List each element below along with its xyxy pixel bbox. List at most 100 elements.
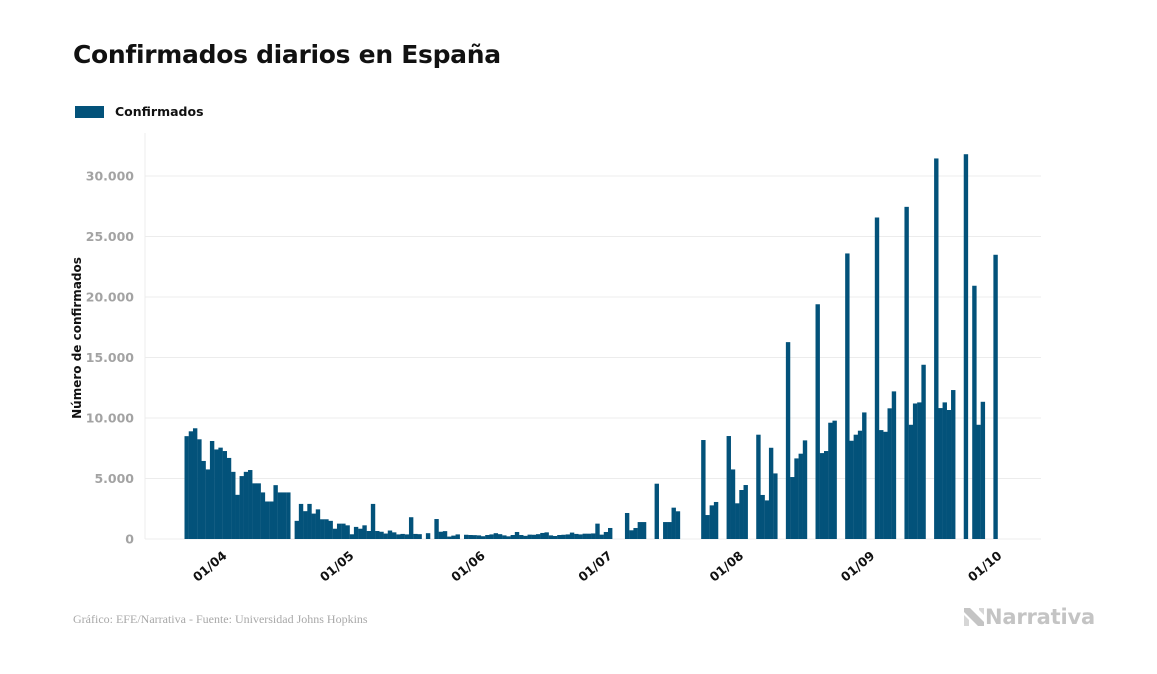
bar <box>273 485 278 539</box>
x-tick-label: 01/10 <box>965 548 1005 585</box>
bar <box>938 408 943 539</box>
bar <box>785 342 791 539</box>
bar <box>497 534 503 539</box>
bar <box>942 402 947 539</box>
bar <box>239 476 244 539</box>
y-axis-label: Número de confirmados <box>70 257 84 419</box>
bar <box>489 534 494 539</box>
bar <box>946 410 952 539</box>
bar <box>332 528 338 539</box>
bar <box>540 532 545 539</box>
bar <box>595 523 600 539</box>
bar <box>561 534 566 539</box>
bar <box>197 439 202 539</box>
bar <box>379 531 384 539</box>
bar <box>701 440 706 539</box>
bar <box>726 436 731 539</box>
bar <box>832 420 837 539</box>
bar <box>544 532 549 539</box>
bar <box>608 527 613 539</box>
bar <box>557 535 562 539</box>
bar <box>307 503 312 539</box>
bar <box>281 492 287 539</box>
x-tick-label: 01/05 <box>317 548 357 585</box>
x-tick-label: 01/09 <box>838 548 878 585</box>
y-tick-label: 20.000 <box>86 290 135 305</box>
bar <box>192 428 198 539</box>
x-tick-label: 01/08 <box>706 548 746 585</box>
bar <box>277 492 283 539</box>
bar <box>671 507 676 539</box>
bar <box>675 511 681 539</box>
bar <box>209 440 215 539</box>
bar <box>921 364 926 539</box>
bar <box>480 536 486 539</box>
bar <box>823 451 829 539</box>
bar <box>599 534 604 539</box>
bar <box>231 471 236 539</box>
bar <box>980 401 986 539</box>
bar <box>743 485 748 539</box>
y-tick-label: 5.000 <box>94 471 134 486</box>
bar <box>527 534 532 539</box>
bar <box>624 512 630 539</box>
bar <box>400 533 405 539</box>
bar <box>425 533 431 539</box>
bar <box>358 528 363 539</box>
bar <box>218 447 223 539</box>
bar <box>819 453 825 539</box>
bars <box>184 154 998 539</box>
x-tick-label: 01/07 <box>575 548 615 585</box>
bar <box>849 440 854 539</box>
legend-swatch <box>75 105 104 118</box>
x-axis: 01/04 01/05 01/06 01/07 01/08 01/09 01/10 <box>190 548 1005 585</box>
bar <box>633 527 638 539</box>
bar <box>472 535 477 539</box>
bar <box>883 431 888 539</box>
bar <box>963 154 969 539</box>
bar <box>713 501 719 539</box>
bar <box>294 520 299 539</box>
bar <box>315 509 321 539</box>
bar <box>375 531 380 539</box>
bar <box>366 531 371 539</box>
bar <box>468 535 473 539</box>
bar <box>735 503 740 539</box>
bar <box>345 525 350 539</box>
bar <box>303 511 308 539</box>
bar <box>552 535 558 539</box>
bar <box>730 469 736 539</box>
bar <box>764 500 770 539</box>
y-axis: 0 5.000 10.000 15.000 20.000 25.000 30.000 <box>86 169 135 547</box>
bar <box>934 158 939 539</box>
source-credit: Gráfico: EFE/Narrativa - Fuente: Univers… <box>73 612 368 626</box>
bar <box>815 304 820 539</box>
bar <box>993 254 998 539</box>
bar <box>667 522 672 539</box>
bar <box>298 503 304 539</box>
bar <box>523 535 528 539</box>
x-tick-label: 01/06 <box>448 548 488 585</box>
bar <box>709 505 715 539</box>
bar <box>510 535 515 539</box>
bar <box>383 533 388 539</box>
bar <box>857 430 863 539</box>
bar <box>603 531 609 539</box>
bar <box>586 533 592 539</box>
legend-label: Confirmados <box>115 104 204 119</box>
bar <box>392 532 397 539</box>
bar <box>705 515 710 539</box>
bar <box>408 517 414 539</box>
legend: Confirmados <box>75 104 204 119</box>
logo-text: Narrativa <box>985 605 1095 629</box>
bar <box>739 490 744 539</box>
bar <box>853 434 859 539</box>
bar <box>248 470 253 539</box>
chart-title: Confirmados diarios en España <box>73 40 501 69</box>
bar <box>205 469 211 539</box>
bar <box>794 458 799 539</box>
bar <box>891 391 897 539</box>
bar <box>951 390 956 539</box>
bar <box>493 533 499 539</box>
bar <box>862 412 867 539</box>
